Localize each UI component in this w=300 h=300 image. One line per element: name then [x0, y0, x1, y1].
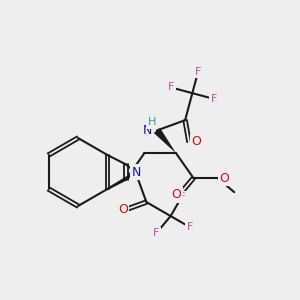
Text: F: F — [178, 192, 185, 202]
Text: O: O — [171, 188, 181, 201]
Text: F: F — [210, 94, 217, 104]
Text: N: N — [142, 124, 152, 137]
Text: O: O — [118, 203, 128, 216]
Text: N: N — [132, 166, 141, 178]
Text: H: H — [148, 118, 156, 128]
Text: F: F — [195, 67, 201, 77]
Text: O: O — [219, 172, 229, 184]
Text: F: F — [168, 82, 174, 92]
Polygon shape — [154, 128, 176, 153]
Text: O: O — [191, 135, 201, 148]
Text: F: F — [153, 228, 160, 238]
Text: F: F — [187, 222, 193, 232]
